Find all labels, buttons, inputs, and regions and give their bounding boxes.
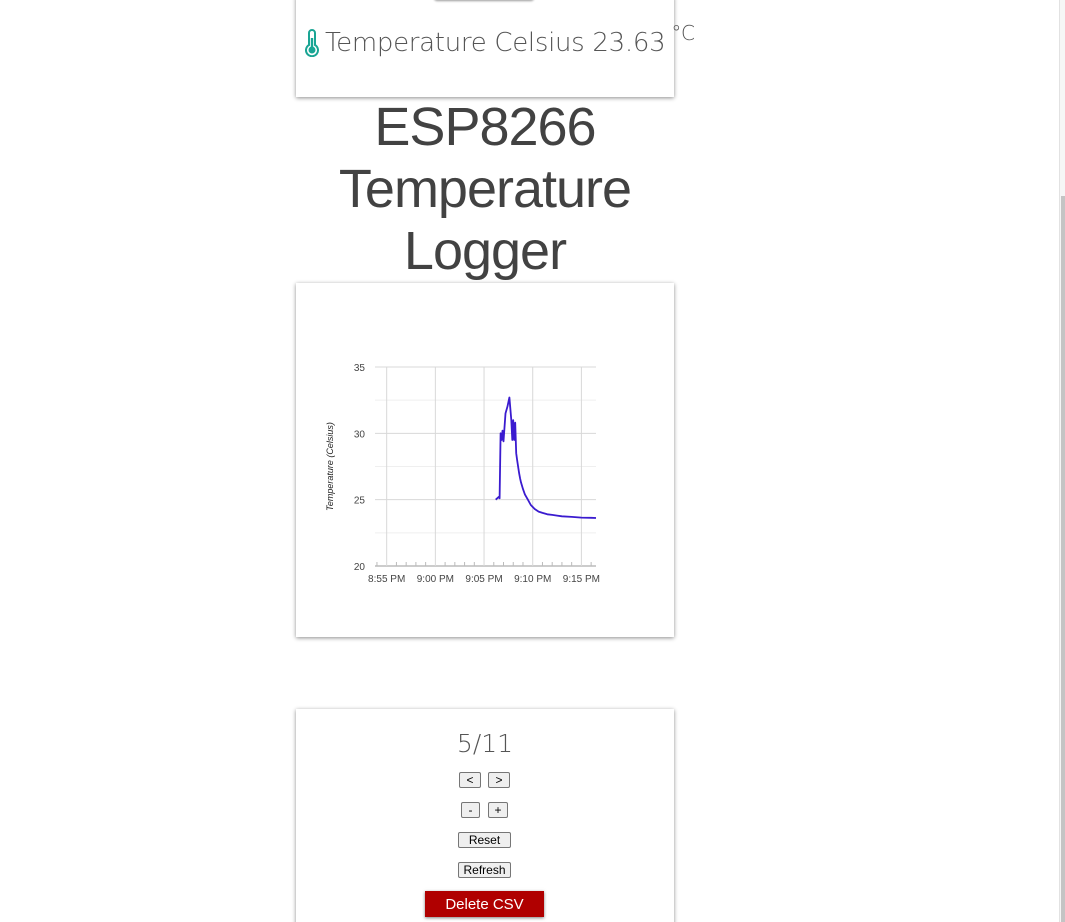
y-axis-title: Temperature (Celsius)	[325, 422, 335, 511]
y-tick-label: 35	[354, 363, 366, 374]
temperature-series-line	[495, 396, 597, 519]
delete-csv-button[interactable]: Delete CSV	[425, 891, 544, 917]
prev-button[interactable]: <	[459, 772, 481, 788]
current-temperature-card: Temperature Celsius 23.63 °C	[296, 0, 695, 97]
y-tick-label: 25	[354, 496, 366, 507]
temperature-label: Temperature Celsius	[325, 28, 585, 58]
temperature-unit: °C	[671, 21, 695, 45]
x-tick-label: 8:55 PM	[368, 574, 405, 585]
current-temperature: Temperature Celsius 23.63 °C	[304, 21, 695, 58]
scrollbar-thumb[interactable]	[1061, 196, 1065, 922]
x-tick-label: 9:00 PM	[417, 574, 454, 585]
page-counter: 5/11	[456, 729, 514, 758]
scrollbar[interactable]	[1059, 0, 1065, 922]
temperature-value: 23.63	[592, 28, 666, 58]
next-button[interactable]: >	[488, 772, 510, 788]
temperature-chart[interactable]: 20 25 30 35 8:55 PM 9:00 PM 9:05 PM 9:10 PM 9:15…	[296, 283, 674, 637]
thermometer-icon	[305, 29, 319, 57]
zoom-out-button[interactable]: -	[461, 802, 480, 818]
reset-button[interactable]: Reset	[458, 832, 511, 848]
refresh-button[interactable]: Refresh	[458, 862, 511, 878]
x-tick-label: 9:15 PM	[563, 574, 600, 585]
y-tick-label: 30	[354, 429, 366, 440]
x-tick-label: 9:05 PM	[465, 574, 502, 585]
x-tick-label: 9:10 PM	[514, 574, 551, 585]
page-title: ESP8266 Temperature Logger	[338, 97, 632, 281]
zoom-in-button[interactable]: +	[488, 802, 508, 818]
temperature-chart-card: 20 25 30 35 8:55 PM 9:00 PM 9:05 PM 9:10 PM 9:15…	[296, 283, 674, 637]
controls-card: 5/11 < > - + Reset Refresh Delete CSV	[296, 709, 674, 922]
y-tick-label: 20	[354, 562, 366, 573]
